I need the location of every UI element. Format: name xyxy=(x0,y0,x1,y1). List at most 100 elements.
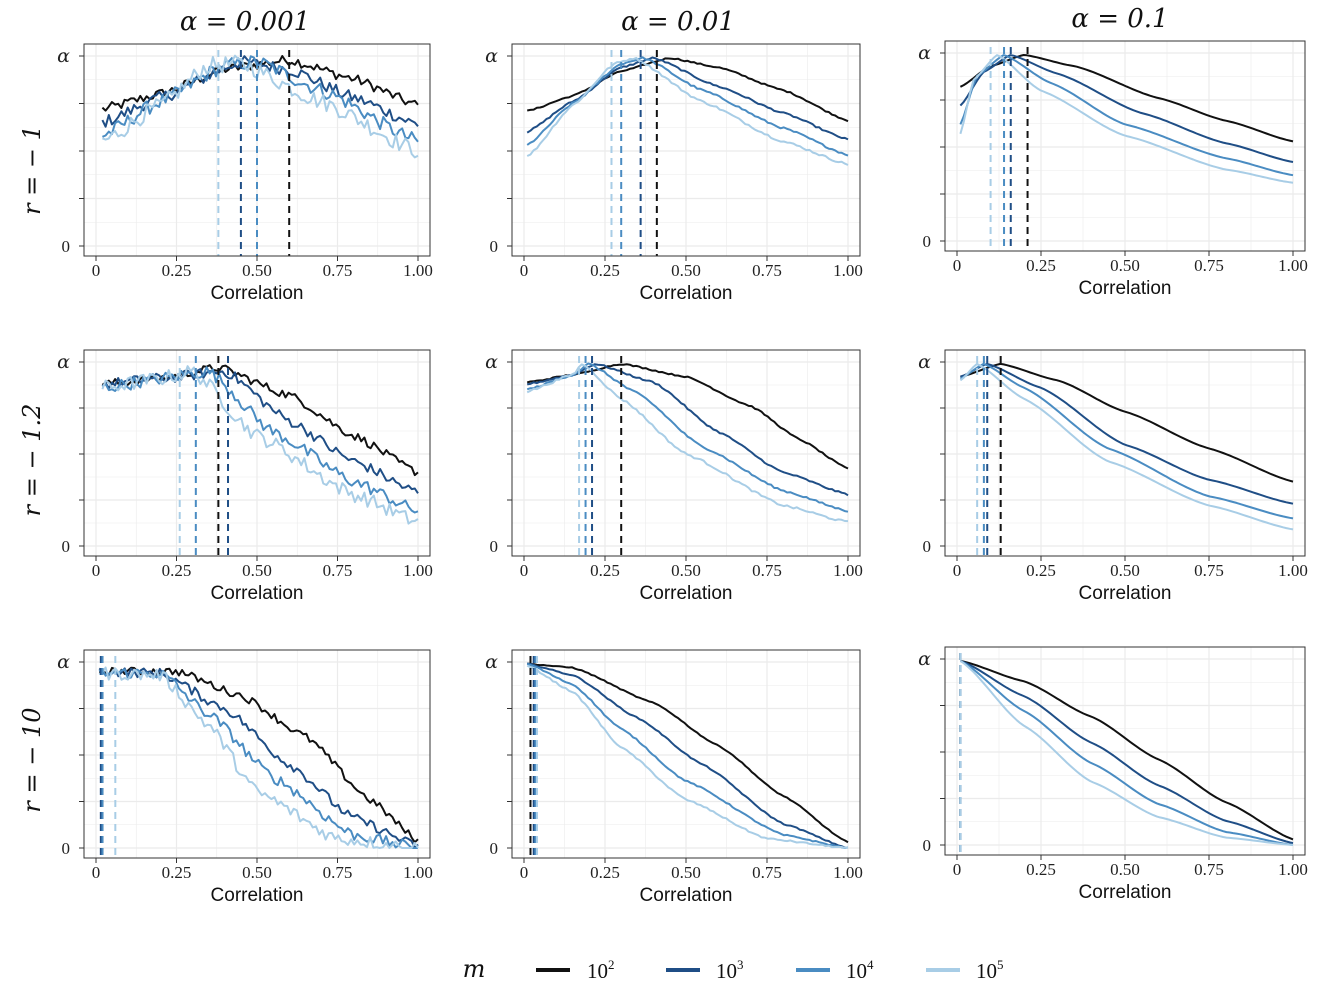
x-tick-label: 1.00 xyxy=(833,561,863,580)
x-axis-label: Correlation xyxy=(211,885,304,906)
series-line-10^3 xyxy=(959,54,1294,163)
row-title-1: r = − 1 xyxy=(18,125,46,215)
series-line-10^5 xyxy=(959,54,1294,184)
legend-label-4: 105 xyxy=(976,957,1004,983)
x-tick-label: 1.00 xyxy=(833,261,863,280)
series-line-10^5 xyxy=(526,664,849,849)
panel-r2-c2: α 0 0 0.25 0.50 0.75 1.00 Correlation xyxy=(485,349,863,604)
y-tick-label-zero: 0 xyxy=(923,836,932,855)
series-line-10^5 xyxy=(959,660,1294,846)
panel-r3-c1: α 0 0 0.25 0.50 0.75 1.00 Correlation xyxy=(57,649,433,906)
series-line-10^2 xyxy=(527,662,849,844)
series-line-10^4 xyxy=(959,54,1294,177)
x-tick-label: 0.25 xyxy=(162,863,192,882)
y-tick-label-zero: 0 xyxy=(490,537,499,556)
series-line-10^5 xyxy=(102,54,419,159)
y-tick-label-alpha: α xyxy=(918,42,931,64)
x-tick-label: 0.25 xyxy=(590,261,620,280)
x-tick-label: 0 xyxy=(92,561,101,580)
series-line-10^2 xyxy=(960,362,1294,483)
row-title-2: r = − 1.2 xyxy=(18,404,46,517)
x-axis-label: Correlation xyxy=(1079,278,1172,299)
y-tick-label-alpha: α xyxy=(485,651,498,673)
x-tick-label: 0 xyxy=(92,863,101,882)
x-tick-label: 0.50 xyxy=(671,863,701,882)
x-tick-label: 0.50 xyxy=(242,561,272,580)
x-tick-label: 0.75 xyxy=(1194,860,1224,879)
panel-r3-c3: α 0 0 0.25 0.50 0.75 1.00 Correlation xyxy=(918,646,1308,903)
x-tick-label: 1.00 xyxy=(403,863,433,882)
legend-title: m xyxy=(463,955,486,983)
x-tick-label: 0.25 xyxy=(1026,561,1056,580)
panels-group: α 0 0 0.25 0.50 0.75 1.00 Correlation α 0 0 0.25 0.5… xyxy=(57,40,1308,906)
series-line-10^5 xyxy=(526,56,849,166)
x-axis-label: Correlation xyxy=(640,885,733,906)
x-tick-label: 0 xyxy=(520,261,529,280)
y-tick-label-zero: 0 xyxy=(490,839,499,858)
y-tick-label-zero: 0 xyxy=(923,232,932,251)
x-tick-label: 1.00 xyxy=(833,863,863,882)
y-tick-label-alpha: α xyxy=(918,648,931,670)
x-tick-label: 0.75 xyxy=(752,561,782,580)
x-tick-label: 0 xyxy=(520,863,529,882)
legend-label-3: 104 xyxy=(846,957,874,983)
y-tick-label-zero: 0 xyxy=(490,237,499,256)
x-tick-label: 0.50 xyxy=(1110,860,1140,879)
x-tick-label: 0 xyxy=(92,261,101,280)
series-line-10^2 xyxy=(101,55,419,112)
legend-label-1: 102 xyxy=(587,957,615,983)
x-axis-label: Correlation xyxy=(640,583,733,604)
x-tick-label: 0.75 xyxy=(323,561,353,580)
panel-r3-c2: α 0 0 0.25 0.50 0.75 1.00 Correlation xyxy=(485,649,863,906)
series-line-10^3 xyxy=(527,662,848,849)
series-line-10^3 xyxy=(98,667,419,849)
panel-r1-c2: α 0 0 0.25 0.50 0.75 1.00 Correlation xyxy=(485,43,863,304)
column-title-3: α = 0.1 xyxy=(1071,4,1168,34)
x-tick-label: 1.00 xyxy=(403,261,433,280)
legend: m 102 103 104 105 xyxy=(463,955,1004,983)
y-tick-label-zero: 0 xyxy=(923,537,932,556)
series-line-10^5 xyxy=(98,666,419,849)
y-tick-label-alpha: α xyxy=(485,351,498,373)
series-line-10^4 xyxy=(526,662,849,849)
x-axis-label: Correlation xyxy=(1079,583,1172,604)
x-tick-label: 0.25 xyxy=(590,561,620,580)
column-title-2: α = 0.01 xyxy=(621,7,735,37)
x-tick-label: 0.75 xyxy=(323,261,353,280)
y-tick-label-alpha: α xyxy=(57,351,70,373)
y-tick-label-zero: 0 xyxy=(62,237,71,256)
y-tick-label-zero: 0 xyxy=(62,839,71,858)
row-title-3: r = − 10 xyxy=(18,707,46,812)
series-line-10^2 xyxy=(526,363,849,470)
series-line-10^2 xyxy=(98,666,419,844)
x-tick-label: 1.00 xyxy=(1278,561,1308,580)
x-tick-label: 0 xyxy=(953,256,962,275)
x-tick-label: 0.50 xyxy=(242,261,272,280)
x-tick-label: 1.00 xyxy=(1278,256,1308,275)
x-tick-label: 0.25 xyxy=(1026,256,1056,275)
x-axis-label: Correlation xyxy=(211,583,304,604)
panel-r2-c1: α 0 0 0.25 0.50 0.75 1.00 Correlation xyxy=(57,349,433,604)
series-line-10^3 xyxy=(960,362,1294,505)
y-tick-label-alpha: α xyxy=(485,45,498,67)
x-tick-label: 0 xyxy=(953,561,962,580)
series-line-10^4 xyxy=(526,362,849,513)
column-title-1: α = 0.001 xyxy=(180,7,310,37)
x-tick-label: 0.75 xyxy=(1194,256,1224,275)
x-tick-label: 0.50 xyxy=(671,261,701,280)
series-line-10^5 xyxy=(959,362,1294,531)
x-tick-label: 0.75 xyxy=(323,863,353,882)
x-tick-label: 0.25 xyxy=(162,561,192,580)
legend-label-2: 103 xyxy=(716,957,744,983)
series-line-10^4 xyxy=(101,366,419,514)
x-tick-label: 1.00 xyxy=(1278,860,1308,879)
x-tick-label: 0.25 xyxy=(590,863,620,882)
x-tick-label: 0.75 xyxy=(752,863,782,882)
x-tick-label: 0.75 xyxy=(752,261,782,280)
series-line-10^2 xyxy=(960,659,1294,841)
panel-r1-c3: α 0 0 0.25 0.50 0.75 1.00 Correlation xyxy=(918,40,1308,299)
panel-r2-c3: α 0 0 0.25 0.50 0.75 1.00 Correlation xyxy=(918,349,1308,604)
x-tick-label: 0 xyxy=(953,860,962,879)
y-tick-label-alpha: α xyxy=(918,351,931,373)
